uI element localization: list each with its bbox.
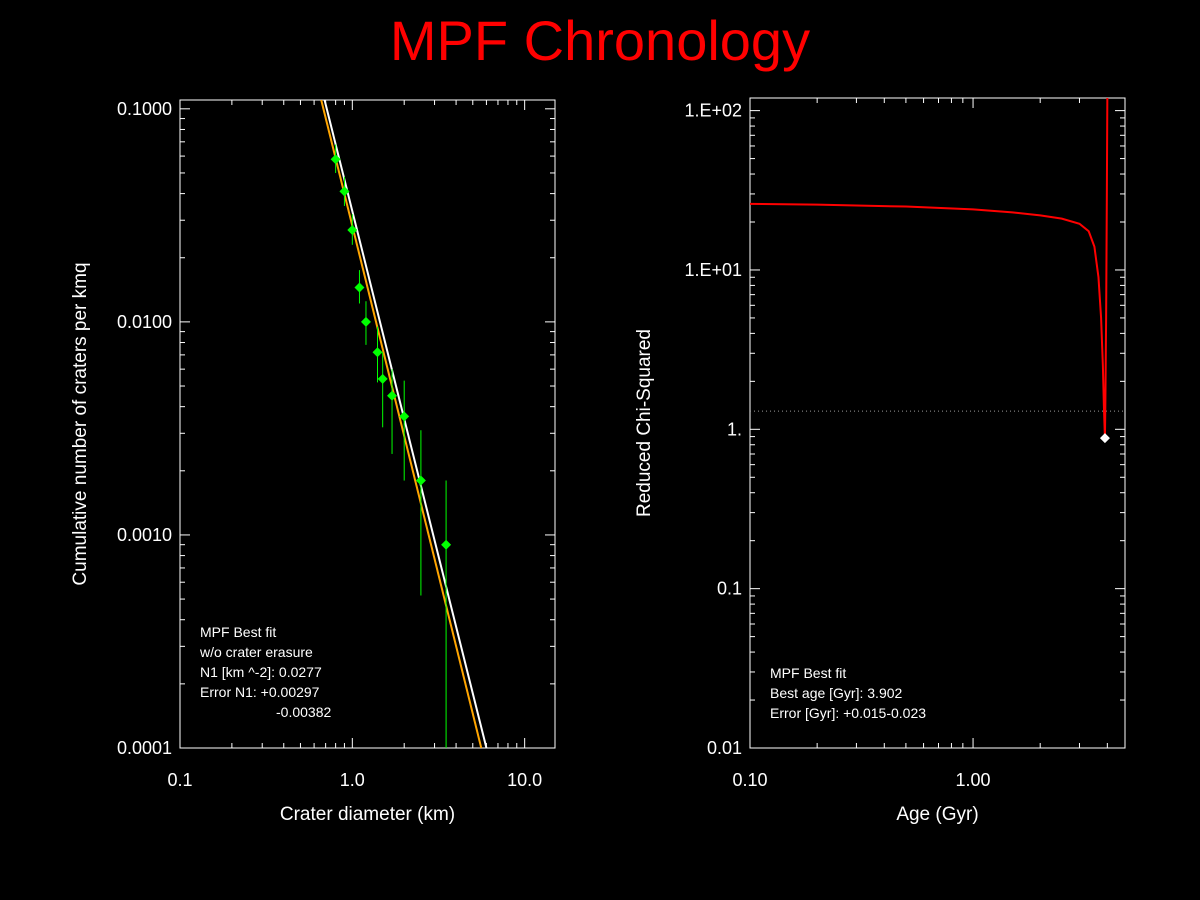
chart1-data-point <box>441 539 452 550</box>
chart2-y-tick-label: 1.E+02 <box>684 101 742 121</box>
chart1-x-axis-label: Crater diameter (km) <box>280 804 455 825</box>
chart1-y-axis-label: Cumulative number of craters per kmq <box>70 262 91 585</box>
chart1-data-point <box>339 186 350 197</box>
chart1-data-point <box>387 390 398 401</box>
chart1-data-point <box>377 373 388 384</box>
chart1-data-point <box>354 282 365 293</box>
chart1-fit-line-1 <box>323 100 488 748</box>
chart1-data-point <box>347 224 358 235</box>
page-title: MPF Chronology <box>389 9 811 72</box>
chart1-annotation-line: w/o crater erasure <box>199 644 313 660</box>
chart2-axes-box <box>749 97 1126 749</box>
chart1-fit-line-2 <box>320 100 483 748</box>
chart2-y-tick-label: 1. <box>727 419 742 439</box>
chart2-annotation-line: MPF Best fit <box>770 665 846 681</box>
chart2-annotation-line: Error [Gyr]: +0.015-0.023 <box>770 705 926 721</box>
chart1-annotation-line: N1 [km ^-2]: 0.0277 <box>200 664 322 680</box>
chart2-x-tick-label: 1.00 <box>956 770 991 790</box>
chart2-annotation-line: Best age [Gyr]: 3.902 <box>770 685 903 701</box>
chart1-y-tick-label: 0.0010 <box>117 525 172 545</box>
chart1-plot-area <box>320 100 488 748</box>
chart1-data-point <box>415 475 426 486</box>
chart2-y-tick-label: 1.E+01 <box>684 260 742 280</box>
chart1-y-tick-label: 0.0100 <box>117 312 172 332</box>
chart1-x-tick-label: 0.1 <box>167 770 192 790</box>
chart1-data-point <box>399 411 410 422</box>
chart2-series-line <box>750 98 1109 439</box>
chart1-data-point <box>330 154 341 165</box>
chart2-y-axis-label: Reduced Chi-Squared <box>634 329 655 517</box>
chart1-x-tick-label: 10.0 <box>507 770 542 790</box>
chart1-x-tick-label: 1.0 <box>340 770 365 790</box>
chart1-data-point <box>360 316 371 327</box>
chart1-annotation-line: -0.00382 <box>276 704 331 720</box>
chart1-axes-box <box>179 99 556 749</box>
chart2-y-tick-label: 0.1 <box>717 579 742 599</box>
chart2-y-tick-label: 0.01 <box>707 738 742 758</box>
chart1-y-tick-label: 0.1000 <box>117 99 172 119</box>
chart2-x-axis-label: Age (Gyr) <box>896 804 978 825</box>
chart2-plot-area <box>750 98 1125 439</box>
chart1-y-tick-label: 0.0001 <box>117 738 172 758</box>
chart1-data-point <box>372 347 383 358</box>
chart2-best-fit-marker <box>1099 433 1110 444</box>
chart1-annotation-line: MPF Best fit <box>200 624 276 640</box>
chart2-x-tick-label: 0.10 <box>732 770 767 790</box>
chart1-annotation-line: Error N1: +0.00297 <box>200 684 320 700</box>
